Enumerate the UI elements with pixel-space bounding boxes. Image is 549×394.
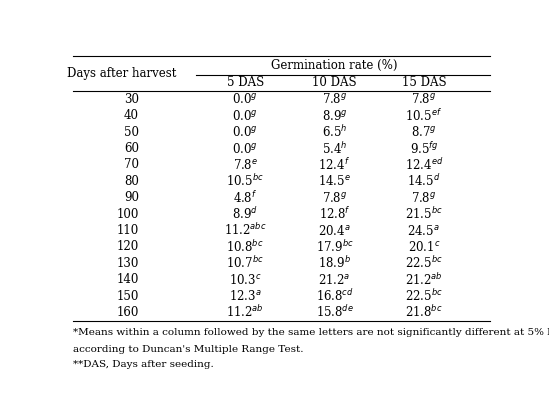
Text: 7.8$^{g}$: 7.8$^{g}$ <box>322 191 347 205</box>
Text: 7.8$^{e}$: 7.8$^{e}$ <box>233 158 258 172</box>
Text: 11.2$^{abc}$: 11.2$^{abc}$ <box>224 223 266 238</box>
Text: 12.3$^{a}$: 12.3$^{a}$ <box>229 289 261 303</box>
Text: 21.2$^{a}$: 21.2$^{a}$ <box>318 273 351 287</box>
Text: 0.0$^{g}$: 0.0$^{g}$ <box>232 109 258 123</box>
Text: 15.8$^{de}$: 15.8$^{de}$ <box>316 305 354 320</box>
Text: 21.2$^{ab}$: 21.2$^{ab}$ <box>405 272 443 288</box>
Text: 40: 40 <box>124 110 139 123</box>
Text: 10.8$^{bc}$: 10.8$^{bc}$ <box>226 239 264 255</box>
Text: **DAS, Days after seeding.: **DAS, Days after seeding. <box>73 360 214 369</box>
Text: 0.0$^{g}$: 0.0$^{g}$ <box>232 141 258 156</box>
Text: 5.4$^{h}$: 5.4$^{h}$ <box>322 141 348 156</box>
Text: 70: 70 <box>124 158 139 171</box>
Text: 16.8$^{cd}$: 16.8$^{cd}$ <box>316 288 354 304</box>
Text: 110: 110 <box>116 224 139 237</box>
Text: 0.0$^{g}$: 0.0$^{g}$ <box>232 125 258 139</box>
Text: *Means within a column followed by the same letters are not significantly differ: *Means within a column followed by the s… <box>73 328 549 337</box>
Text: 10 DAS: 10 DAS <box>312 76 357 89</box>
Text: 12.4$^{f}$: 12.4$^{f}$ <box>318 157 351 173</box>
Text: 14.5$^{d}$: 14.5$^{d}$ <box>407 173 441 190</box>
Text: 22.5$^{bc}$: 22.5$^{bc}$ <box>405 255 443 271</box>
Text: 7.8$^{g}$: 7.8$^{g}$ <box>411 191 436 205</box>
Text: 22.5$^{bc}$: 22.5$^{bc}$ <box>405 288 443 304</box>
Text: 12.8$^{f}$: 12.8$^{f}$ <box>318 206 350 222</box>
Text: 60: 60 <box>124 142 139 155</box>
Text: 0.0$^{g}$: 0.0$^{g}$ <box>232 93 258 106</box>
Text: 8.9$^{d}$: 8.9$^{d}$ <box>232 206 258 222</box>
Text: 15 DAS: 15 DAS <box>401 76 446 89</box>
Text: 14.5$^{e}$: 14.5$^{e}$ <box>318 175 351 188</box>
Text: 9.5$^{fg}$: 9.5$^{fg}$ <box>410 141 438 156</box>
Text: 160: 160 <box>116 306 139 319</box>
Text: 8.9$^{g}$: 8.9$^{g}$ <box>322 109 348 123</box>
Text: 80: 80 <box>124 175 139 188</box>
Text: 20.1$^{c}$: 20.1$^{c}$ <box>407 240 440 254</box>
Text: 11.2$^{ab}$: 11.2$^{ab}$ <box>226 305 264 320</box>
Text: 12.4$^{ed}$: 12.4$^{ed}$ <box>405 157 443 173</box>
Text: Days after harvest: Days after harvest <box>67 67 176 80</box>
Text: 6.5$^{h}$: 6.5$^{h}$ <box>322 124 348 140</box>
Text: 50: 50 <box>124 126 139 139</box>
Text: 120: 120 <box>116 240 139 253</box>
Text: 10.7$^{bc}$: 10.7$^{bc}$ <box>226 255 264 271</box>
Text: according to Duncan's Multiple Range Test.: according to Duncan's Multiple Range Tes… <box>73 345 304 354</box>
Text: 30: 30 <box>124 93 139 106</box>
Text: 21.5$^{bc}$: 21.5$^{bc}$ <box>405 206 443 222</box>
Text: 21.8$^{bc}$: 21.8$^{bc}$ <box>405 305 442 320</box>
Text: 150: 150 <box>116 290 139 303</box>
Text: 8.7$^{g}$: 8.7$^{g}$ <box>411 125 437 139</box>
Text: 140: 140 <box>116 273 139 286</box>
Text: 7.8$^{g}$: 7.8$^{g}$ <box>322 93 347 106</box>
Text: 17.9$^{bc}$: 17.9$^{bc}$ <box>316 239 354 255</box>
Text: 100: 100 <box>116 208 139 221</box>
Text: 5 DAS: 5 DAS <box>227 76 264 89</box>
Text: 4.8$^{f}$: 4.8$^{f}$ <box>233 190 257 206</box>
Text: 90: 90 <box>124 191 139 204</box>
Text: 10.5$^{bc}$: 10.5$^{bc}$ <box>226 173 264 190</box>
Text: 24.5$^{a}$: 24.5$^{a}$ <box>407 223 440 238</box>
Text: 18.9$^{b}$: 18.9$^{b}$ <box>318 255 351 271</box>
Text: Germination rate (%): Germination rate (%) <box>271 59 398 72</box>
Text: 10.5$^{ef}$: 10.5$^{ef}$ <box>405 108 442 124</box>
Text: 20.4$^{a}$: 20.4$^{a}$ <box>318 223 351 238</box>
Text: 7.8$^{g}$: 7.8$^{g}$ <box>411 93 436 106</box>
Text: 10.3$^{c}$: 10.3$^{c}$ <box>229 273 261 287</box>
Text: 130: 130 <box>116 257 139 270</box>
